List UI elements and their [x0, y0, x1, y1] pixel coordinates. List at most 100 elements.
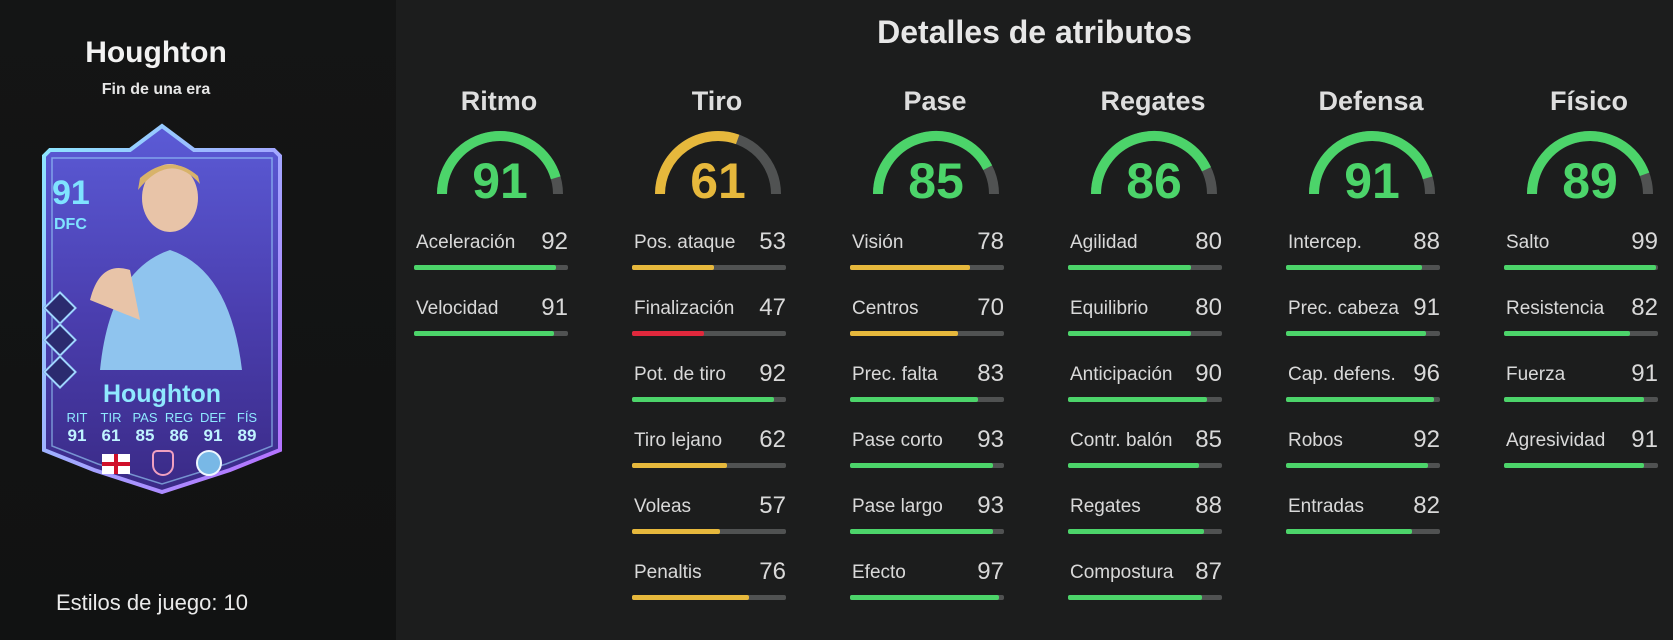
attribute-name: Tiro lejano	[634, 430, 723, 451]
attribute-value: 97	[977, 558, 1004, 585]
attribute-value: 88	[1195, 492, 1222, 519]
category-gauge	[1527, 131, 1653, 195]
card-stat: PAS 85	[128, 410, 162, 446]
attribute-bar-fill	[414, 265, 556, 270]
attribute-bar	[850, 397, 1004, 402]
attribute-bar	[850, 529, 1004, 534]
attribute-bar-fill	[850, 463, 994, 468]
attribute-row[interactable]: Aceleración 92	[414, 228, 568, 282]
attribute-row[interactable]: Fuerza 91	[1504, 360, 1658, 414]
attribute-bar-fill	[1286, 397, 1434, 402]
category-title: Físico	[1549, 86, 1629, 116]
attribute-bar-fill	[632, 463, 728, 468]
attribute-row[interactable]: Equilibrio 80	[1068, 294, 1222, 348]
attribute-value: 92	[759, 360, 786, 387]
attribute-row[interactable]: Salto 99	[1504, 228, 1658, 282]
category-gauge	[873, 131, 999, 195]
attribute-name: Voleas	[634, 496, 692, 517]
gauge-fill	[655, 131, 740, 195]
attribute-value: 78	[977, 228, 1004, 255]
attribute-value: 91	[1631, 360, 1658, 387]
attribute-row[interactable]: Prec. falta 83	[850, 360, 1004, 414]
attribute-row[interactable]: Visión 78	[850, 228, 1004, 282]
attribute-row[interactable]: Velocidad 91	[414, 294, 568, 348]
attribute-name: Aceleración	[416, 232, 516, 253]
attribute-row[interactable]: Cap. defens. 96	[1286, 360, 1440, 414]
attribute-name: Efecto	[852, 562, 906, 583]
attribute-name: Anticipación	[1070, 364, 1173, 385]
category-value: 89	[1562, 153, 1618, 209]
attribute-value: 91	[541, 294, 568, 321]
attribute-row[interactable]: Robos 92	[1286, 426, 1440, 480]
card-position: DFC	[54, 216, 87, 233]
attribute-bar	[1068, 529, 1222, 534]
attribute-name: Regates	[1070, 496, 1141, 517]
attribute-name: Robos	[1288, 430, 1343, 451]
attribute-row[interactable]: Compostura 87	[1068, 558, 1222, 612]
category-gauge	[1309, 131, 1435, 195]
attribute-value: 87	[1195, 558, 1222, 585]
attribute-row[interactable]: Pot. de tiro 92	[632, 360, 786, 414]
attribute-row[interactable]: Anticipación 90	[1068, 360, 1222, 414]
category-value: 86	[1126, 153, 1182, 209]
attribute-name: Pase corto	[852, 430, 943, 451]
attribute-bar-fill	[632, 529, 720, 534]
attribute-bar-fill	[1068, 529, 1204, 534]
attribute-value: 92	[541, 228, 568, 255]
card-rating: 91	[52, 174, 90, 212]
attribute-bar-fill	[1068, 265, 1192, 270]
attribute-row[interactable]: Pos. ataque 53	[632, 228, 786, 282]
card-stat-label: DEF	[200, 410, 226, 425]
card-stat-value: 91	[203, 426, 223, 445]
attribute-bar-fill	[632, 397, 774, 402]
attribute-bar	[414, 331, 568, 336]
attribute-row[interactable]: Finalización 47	[632, 294, 786, 348]
attribute-row[interactable]: Efecto 97	[850, 558, 1004, 612]
attribute-bar-fill	[850, 397, 978, 402]
attribute-value: 85	[1195, 426, 1222, 453]
card-stat: FÍS 89	[230, 410, 264, 446]
attribute-bar	[632, 265, 786, 270]
category-gauge	[1091, 131, 1217, 195]
category-title: Tiro	[691, 86, 743, 116]
playstyle-badge-icon	[43, 323, 77, 357]
attribute-value: 80	[1195, 294, 1222, 321]
attribute-name: Compostura	[1070, 562, 1174, 583]
attribute-value: 82	[1631, 294, 1658, 321]
attribute-value: 76	[759, 558, 786, 585]
attribute-name: Agresividad	[1506, 430, 1606, 451]
league-crest-icon	[152, 450, 174, 476]
attribute-row[interactable]: Centros 70	[850, 294, 1004, 348]
attribute-row[interactable]: Pase corto 93	[850, 426, 1004, 480]
attribute-value: 82	[1413, 492, 1440, 519]
attribute-value: 47	[759, 294, 786, 321]
attribute-row[interactable]: Tiro lejano 62	[632, 426, 786, 480]
card-stat: REG 86	[162, 410, 196, 446]
attribute-value: 62	[759, 426, 786, 453]
attribute-row[interactable]: Agresividad 91	[1504, 426, 1658, 480]
attribute-row[interactable]: Intercep. 88	[1286, 228, 1440, 282]
attribute-row[interactable]: Voleas 57	[632, 492, 786, 546]
attribute-row[interactable]: Resistencia 82	[1504, 294, 1658, 348]
attribute-row[interactable]: Regates 88	[1068, 492, 1222, 546]
attribute-row[interactable]: Entradas 82	[1286, 492, 1440, 546]
category-title: Defensa	[1318, 86, 1424, 116]
attribute-row[interactable]: Contr. balón 85	[1068, 426, 1222, 480]
attribute-bar	[1068, 265, 1222, 270]
attribute-name: Centros	[852, 298, 919, 319]
attribute-row[interactable]: Pase largo 93	[850, 492, 1004, 546]
attribute-bar	[632, 595, 786, 600]
player-card[interactable]: 91 DFC Houghton RIT 91 TIR 61 PAS 85 REG…	[30, 120, 294, 496]
player-card-version: Fin de una era	[101, 81, 211, 98]
attribute-row[interactable]: Prec. cabeza 91	[1286, 294, 1440, 348]
attribute-name: Equilibrio	[1070, 298, 1149, 319]
attribute-bar-fill	[1286, 331, 1427, 336]
attribute-bar-fill	[632, 265, 714, 270]
attribute-row[interactable]: Agilidad 80	[1068, 228, 1222, 282]
card-stat-label: RIT	[66, 410, 88, 425]
playstyles-count[interactable]: Estilos de juego: 10	[56, 590, 249, 615]
attribute-name: Penaltis	[634, 562, 702, 583]
attribute-name: Contr. balón	[1070, 430, 1173, 451]
attribute-row[interactable]: Penaltis 76	[632, 558, 786, 612]
card-stat-value: 86	[169, 426, 189, 445]
